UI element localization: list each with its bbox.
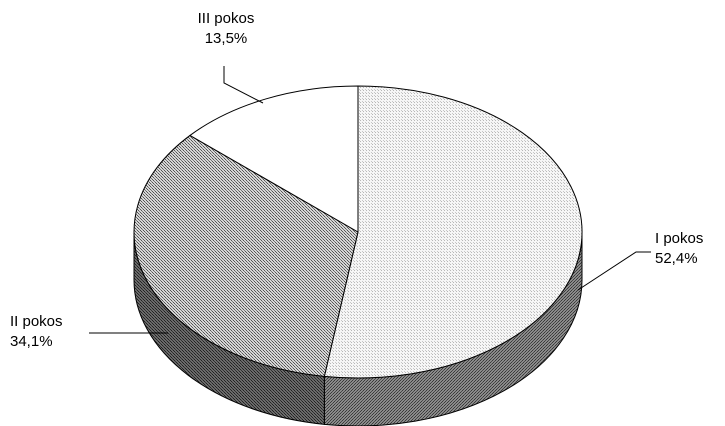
- slice-value-3: 13,5%: [205, 30, 248, 47]
- slice-name-3: III pokos: [198, 10, 255, 27]
- slice-name-1: I pokos: [655, 230, 703, 247]
- slice-label-3: III pokos 13,5%: [198, 10, 255, 47]
- slice-label-2: II pokos 34,1%: [10, 313, 63, 350]
- slice-value-2: 34,1%: [10, 333, 53, 350]
- pie-slice-3: [189, 85, 359, 233]
- leader-line-3: [223, 66, 264, 104]
- slice-name-2: II pokos: [10, 313, 63, 330]
- leader-line-1: [577, 251, 651, 291]
- pie-slice-2: [133, 134, 359, 377]
- slice-value-1: 52,4%: [655, 250, 698, 267]
- slice-label-1: I pokos 52,4%: [655, 230, 703, 267]
- pie-slice-1: [323, 85, 583, 379]
